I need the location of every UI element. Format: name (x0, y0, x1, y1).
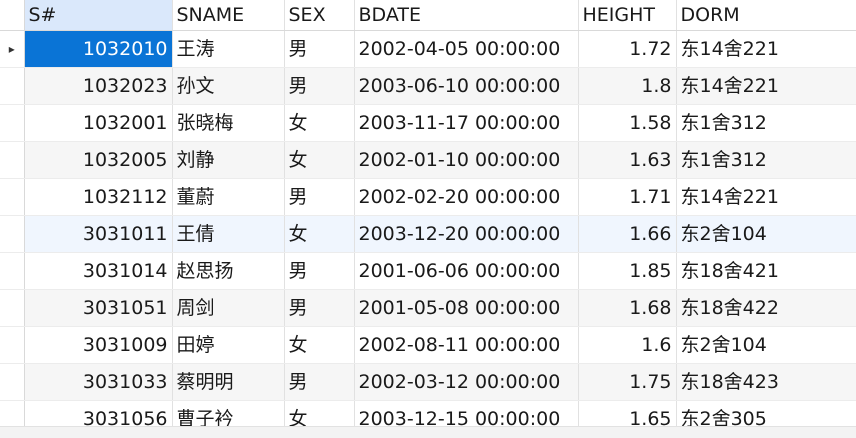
cell-sid[interactable]: 1032112 (24, 178, 173, 216)
cell-height[interactable]: 1.63 (578, 141, 677, 179)
cell-sid[interactable]: 3031011 (24, 215, 173, 253)
column-header-sex[interactable]: SEX (284, 0, 355, 31)
cell-sid[interactable]: 3031014 (24, 252, 173, 290)
column-header-height[interactable]: HEIGHT (578, 0, 677, 31)
cell-height[interactable]: 1.58 (578, 104, 677, 142)
row-marker (0, 141, 25, 179)
table-row[interactable]: 3031014 赵思扬 男 2001-06-06 00:00:00 1.85 东… (0, 252, 856, 290)
cell-dorm[interactable]: 东18舍422 (676, 289, 856, 327)
row-marker (0, 178, 25, 216)
cell-dorm[interactable]: 东18舍423 (676, 363, 856, 401)
cell-bdate[interactable]: 2003-06-10 00:00:00 (354, 67, 579, 105)
table-row[interactable]: 1032005 刘静 女 2002-01-10 00:00:00 1.63 东1… (0, 141, 856, 179)
table-row[interactable]: 3031009 田婷 女 2002-08-11 00:00:00 1.6 东2舍… (0, 326, 856, 364)
table-row[interactable]: 3031033 蔡明明 男 2002-03-12 00:00:00 1.75 东… (0, 363, 856, 401)
cell-sex[interactable]: 女 (284, 215, 355, 253)
cell-sname[interactable]: 张晓梅 (172, 104, 285, 142)
cell-bdate[interactable]: 2001-06-06 00:00:00 (354, 252, 579, 290)
cell-sid[interactable]: 1032005 (24, 141, 173, 179)
row-marker (0, 326, 25, 364)
column-header-dorm[interactable]: DORM (676, 0, 856, 31)
cell-sid[interactable]: 1032010 (24, 30, 173, 68)
cell-sname[interactable]: 王倩 (172, 215, 285, 253)
row-marker (0, 67, 25, 105)
row-marker (0, 215, 25, 253)
cell-sid[interactable]: 1032001 (24, 104, 173, 142)
grid-footer-strip (0, 426, 856, 438)
row-marker (0, 104, 25, 142)
cell-bdate[interactable]: 2002-01-10 00:00:00 (354, 141, 579, 179)
cell-dorm[interactable]: 东14舍221 (676, 30, 856, 68)
cell-height[interactable]: 1.72 (578, 30, 677, 68)
cell-dorm[interactable]: 东14舍221 (676, 178, 856, 216)
column-header-bdate[interactable]: BDATE (354, 0, 579, 31)
cell-bdate[interactable]: 2003-11-17 00:00:00 (354, 104, 579, 142)
cell-sname[interactable]: 赵思扬 (172, 252, 285, 290)
row-marker (0, 289, 25, 327)
cell-sname[interactable]: 董蔚 (172, 178, 285, 216)
cell-bdate[interactable]: 2002-02-20 00:00:00 (354, 178, 579, 216)
table-row[interactable]: 3031051 周剑 男 2001-05-08 00:00:00 1.68 东1… (0, 289, 856, 327)
cell-sname[interactable]: 田婷 (172, 326, 285, 364)
cell-height[interactable]: 1.68 (578, 289, 677, 327)
cell-height[interactable]: 1.85 (578, 252, 677, 290)
cell-sex[interactable]: 男 (284, 252, 355, 290)
cell-dorm[interactable]: 东14舍221 (676, 67, 856, 105)
table-row[interactable]: 1032023 孙文 男 2003-06-10 00:00:00 1.8 东14… (0, 67, 856, 105)
column-header-sid[interactable]: S# (24, 0, 173, 31)
cell-bdate[interactable]: 2001-05-08 00:00:00 (354, 289, 579, 327)
cell-height[interactable]: 1.8 (578, 67, 677, 105)
cell-sname[interactable]: 蔡明明 (172, 363, 285, 401)
cell-sex[interactable]: 女 (284, 326, 355, 364)
cell-sid[interactable]: 3031033 (24, 363, 173, 401)
cell-sex[interactable]: 男 (284, 67, 355, 105)
cell-height[interactable]: 1.66 (578, 215, 677, 253)
column-header-sname[interactable]: SNAME (172, 0, 285, 31)
cell-dorm[interactable]: 东1舍312 (676, 141, 856, 179)
cell-bdate[interactable]: 2002-04-05 00:00:00 (354, 30, 579, 68)
cell-dorm[interactable]: 东2舍104 (676, 326, 856, 364)
cell-sex[interactable]: 女 (284, 104, 355, 142)
cell-height[interactable]: 1.71 (578, 178, 677, 216)
row-marker-header (0, 0, 25, 31)
cell-sid[interactable]: 3031051 (24, 289, 173, 327)
cell-dorm[interactable]: 东18舍421 (676, 252, 856, 290)
table-row[interactable]: 3031011 王倩 女 2003-12-20 00:00:00 1.66 东2… (0, 215, 856, 253)
cell-dorm[interactable]: 东2舍104 (676, 215, 856, 253)
cell-height[interactable]: 1.6 (578, 326, 677, 364)
table-row[interactable]: 1032112 董蔚 男 2002-02-20 00:00:00 1.71 东1… (0, 178, 856, 216)
cell-height[interactable]: 1.75 (578, 363, 677, 401)
cell-dorm[interactable]: 东1舍312 (676, 104, 856, 142)
cell-sname[interactable]: 周剑 (172, 289, 285, 327)
cell-sex[interactable]: 男 (284, 363, 355, 401)
current-row-indicator-icon: ▸ (0, 30, 25, 68)
cell-sid[interactable]: 1032023 (24, 67, 173, 105)
row-marker (0, 252, 25, 290)
header-row: S# SNAME SEX BDATE HEIGHT DORM (0, 0, 856, 31)
cell-sex[interactable]: 男 (284, 178, 355, 216)
cell-bdate[interactable]: 2003-12-20 00:00:00 (354, 215, 579, 253)
cell-bdate[interactable]: 2002-08-11 00:00:00 (354, 326, 579, 364)
table-row[interactable]: ▸ 1032010 王涛 男 2002-04-05 00:00:00 1.72 … (0, 30, 856, 68)
cell-sid[interactable]: 3031009 (24, 326, 173, 364)
cell-sex[interactable]: 女 (284, 141, 355, 179)
cell-sex[interactable]: 男 (284, 30, 355, 68)
cell-sex[interactable]: 男 (284, 289, 355, 327)
cell-sname[interactable]: 孙文 (172, 67, 285, 105)
cell-sname[interactable]: 刘静 (172, 141, 285, 179)
table-row[interactable]: 1032001 张晓梅 女 2003-11-17 00:00:00 1.58 东… (0, 104, 856, 142)
cell-sname[interactable]: 王涛 (172, 30, 285, 68)
row-marker (0, 363, 25, 401)
cell-bdate[interactable]: 2002-03-12 00:00:00 (354, 363, 579, 401)
